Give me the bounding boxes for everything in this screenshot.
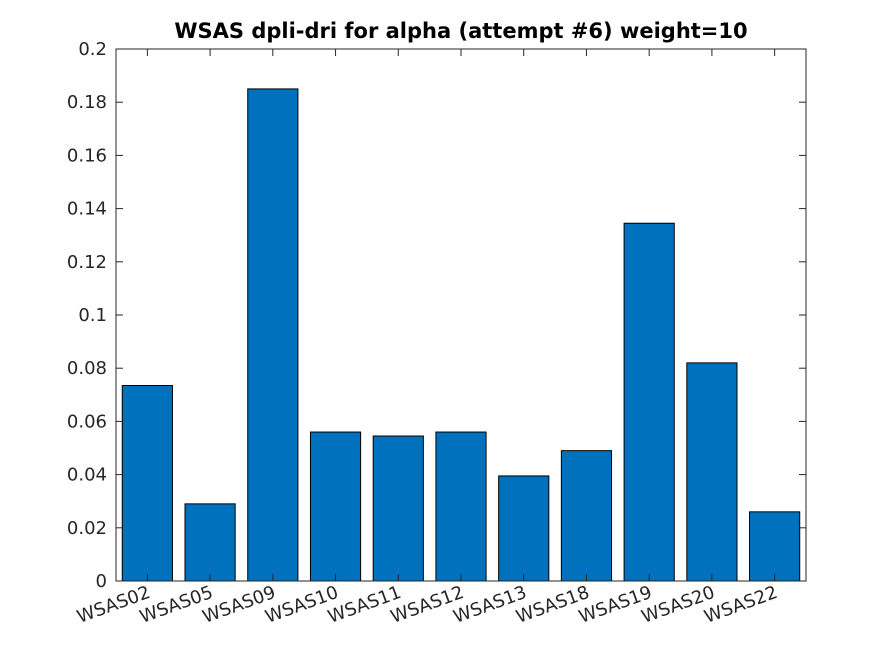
y-tick-label: 0.04 (67, 465, 107, 486)
y-tick-label: 0 (96, 571, 107, 592)
y-tick-label: 0.08 (67, 358, 107, 379)
x-tick-label: WSAS22 (702, 582, 781, 628)
bar-wsas20 (686, 362, 738, 582)
y-tick-label: 0.06 (67, 411, 107, 432)
bars-group (121, 88, 801, 582)
y-tick-label: 0.16 (67, 145, 107, 166)
bar-wsas12 (435, 431, 487, 582)
y-tick-label: 0.18 (67, 92, 107, 113)
y-tick-label: 0.12 (67, 252, 107, 273)
y-tick-label: 0.2 (78, 39, 107, 60)
bar-wsas02 (121, 384, 173, 582)
y-tick-label: 0.02 (67, 518, 107, 539)
y-tick-label: 0.14 (67, 199, 107, 220)
bar-wsas13 (498, 475, 550, 582)
bar-wsas11 (372, 435, 424, 582)
y-axis-ticks: 0 0.02 0.04 0.06 0.08 0.1 0.12 0.14 0.16 0.18 0.2 (67, 39, 806, 592)
chart-title: WSAS dpli-dri for alpha (attempt #6) wei… (174, 19, 747, 43)
bar-wsas05 (184, 503, 236, 582)
bar-wsas10 (309, 431, 362, 582)
y-tick-label: 0.1 (78, 305, 107, 326)
bar-wsas18 (560, 450, 613, 582)
bar-wsas09 (247, 88, 299, 582)
bar-wsas22 (749, 511, 801, 582)
bar-wsas19 (623, 222, 675, 582)
